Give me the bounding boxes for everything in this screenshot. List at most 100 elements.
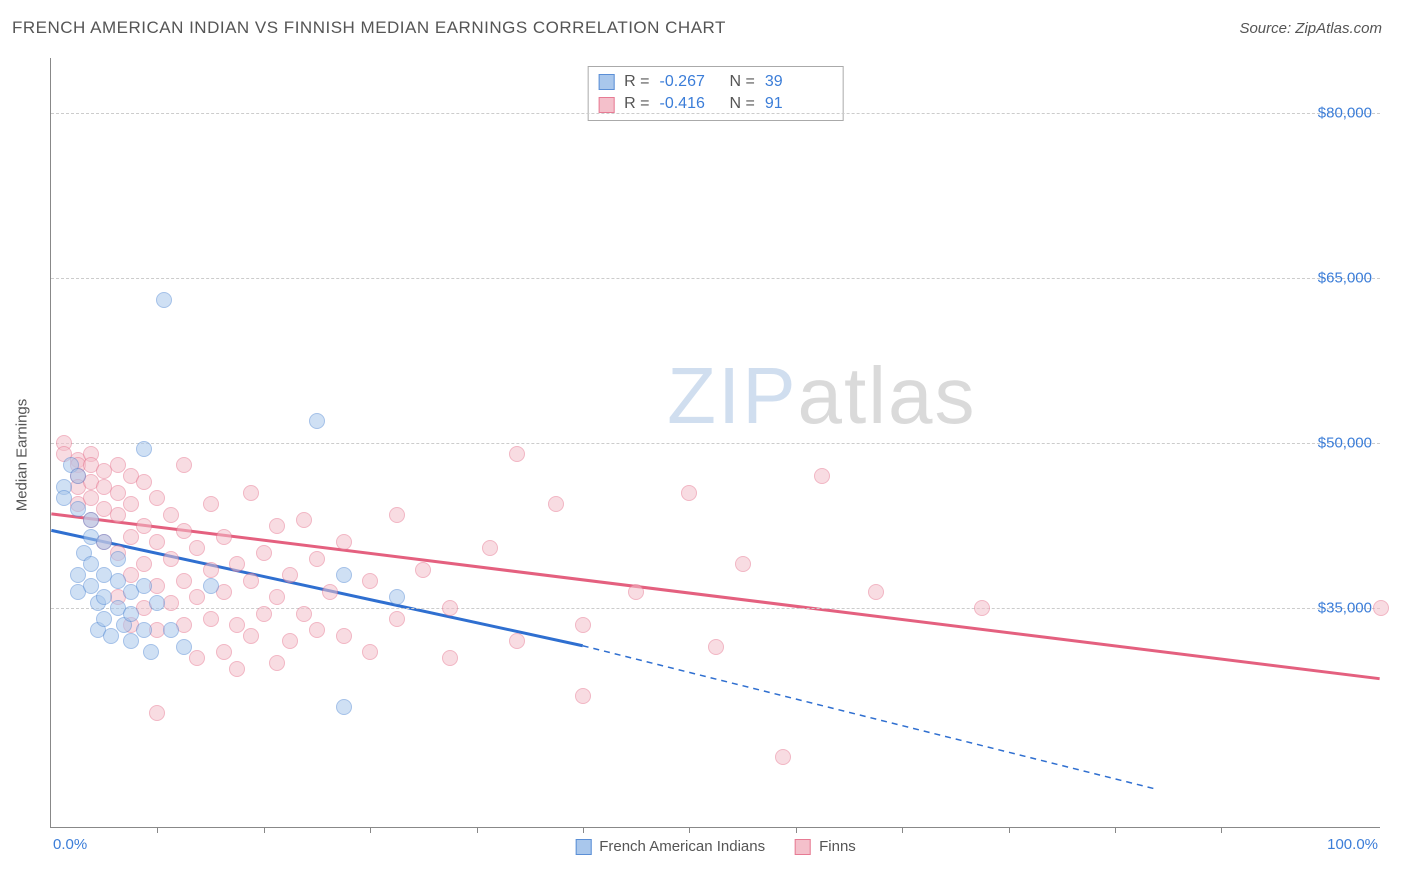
legend-swatch-0 — [575, 839, 591, 855]
data-point — [389, 611, 405, 627]
data-point — [216, 529, 232, 545]
data-point — [482, 540, 498, 556]
source-attribution: Source: ZipAtlas.com — [1239, 20, 1382, 37]
stat-r-label: R = — [624, 71, 649, 93]
gridline — [51, 113, 1380, 114]
data-point — [103, 628, 119, 644]
data-point — [974, 600, 990, 616]
x-tick — [264, 827, 265, 833]
data-point — [309, 551, 325, 567]
x-tick — [370, 827, 371, 833]
data-point — [143, 644, 159, 660]
x-tick — [1009, 827, 1010, 833]
data-point — [296, 606, 312, 622]
data-point — [229, 556, 245, 572]
data-point — [389, 507, 405, 523]
x-tick — [689, 827, 690, 833]
data-point — [70, 468, 86, 484]
data-point — [216, 644, 232, 660]
data-point — [70, 567, 86, 583]
data-point — [442, 600, 458, 616]
y-axis-label: Median Earnings — [14, 399, 31, 512]
y-tick-label: $80,000 — [1318, 105, 1372, 122]
data-point — [309, 622, 325, 638]
data-point — [322, 584, 338, 600]
data-point — [296, 512, 312, 528]
swatch-series-0 — [598, 74, 614, 90]
data-point — [708, 639, 724, 655]
data-point — [243, 573, 259, 589]
data-point — [389, 589, 405, 605]
data-point — [123, 606, 139, 622]
data-point — [336, 699, 352, 715]
data-point — [229, 617, 245, 633]
data-point — [96, 534, 112, 550]
legend-item-0: French American Indians — [575, 838, 765, 855]
data-point — [269, 655, 285, 671]
data-point — [149, 705, 165, 721]
watermark-part1: ZIP — [667, 351, 797, 440]
x-tick — [157, 827, 158, 833]
data-point — [176, 457, 192, 473]
data-point — [336, 628, 352, 644]
plot-area: ZIPatlas R = -0.267 N = 39 R = -0.416 N … — [50, 58, 1380, 828]
gridline — [51, 278, 1380, 279]
data-point — [243, 485, 259, 501]
data-point — [628, 584, 644, 600]
data-point — [110, 457, 126, 473]
x-min-label: 0.0% — [53, 836, 87, 853]
data-point — [156, 292, 172, 308]
data-point — [203, 496, 219, 512]
data-point — [136, 518, 152, 534]
data-point — [1373, 600, 1389, 616]
data-point — [163, 551, 179, 567]
data-point — [269, 589, 285, 605]
y-tick-label: $65,000 — [1318, 270, 1372, 287]
stat-r-value-0: -0.267 — [660, 71, 720, 93]
data-point — [509, 446, 525, 462]
data-point — [189, 650, 205, 666]
data-point — [309, 413, 325, 429]
legend-item-1: Finns — [795, 838, 856, 855]
data-point — [681, 485, 697, 501]
x-tick — [796, 827, 797, 833]
data-point — [136, 556, 152, 572]
stat-n-label: N = — [730, 71, 755, 93]
data-point — [136, 578, 152, 594]
data-point — [229, 661, 245, 677]
data-point — [83, 578, 99, 594]
data-point — [362, 644, 378, 660]
data-point — [149, 595, 165, 611]
data-point — [868, 584, 884, 600]
data-point — [83, 512, 99, 528]
data-point — [362, 573, 378, 589]
x-tick — [902, 827, 903, 833]
page-title: FRENCH AMERICAN INDIAN VS FINNISH MEDIAN… — [12, 18, 726, 38]
stat-n-value-0: 39 — [765, 71, 825, 93]
data-point — [775, 749, 791, 765]
data-point — [110, 507, 126, 523]
data-point — [189, 589, 205, 605]
data-point — [269, 518, 285, 534]
data-point — [83, 490, 99, 506]
y-tick-label: $50,000 — [1318, 435, 1372, 452]
data-point — [282, 567, 298, 583]
legend-label-1: Finns — [819, 838, 856, 855]
data-point — [176, 523, 192, 539]
x-tick — [583, 827, 584, 833]
data-point — [96, 589, 112, 605]
x-tick — [477, 827, 478, 833]
x-tick — [1115, 827, 1116, 833]
y-tick-label: $35,000 — [1318, 600, 1372, 617]
data-point — [575, 617, 591, 633]
data-point — [110, 485, 126, 501]
data-point — [110, 551, 126, 567]
data-point — [176, 573, 192, 589]
data-point — [256, 545, 272, 561]
data-point — [189, 540, 205, 556]
data-point — [282, 633, 298, 649]
watermark-part2: atlas — [798, 351, 977, 440]
data-point — [163, 622, 179, 638]
data-point — [509, 633, 525, 649]
data-point — [243, 628, 259, 644]
